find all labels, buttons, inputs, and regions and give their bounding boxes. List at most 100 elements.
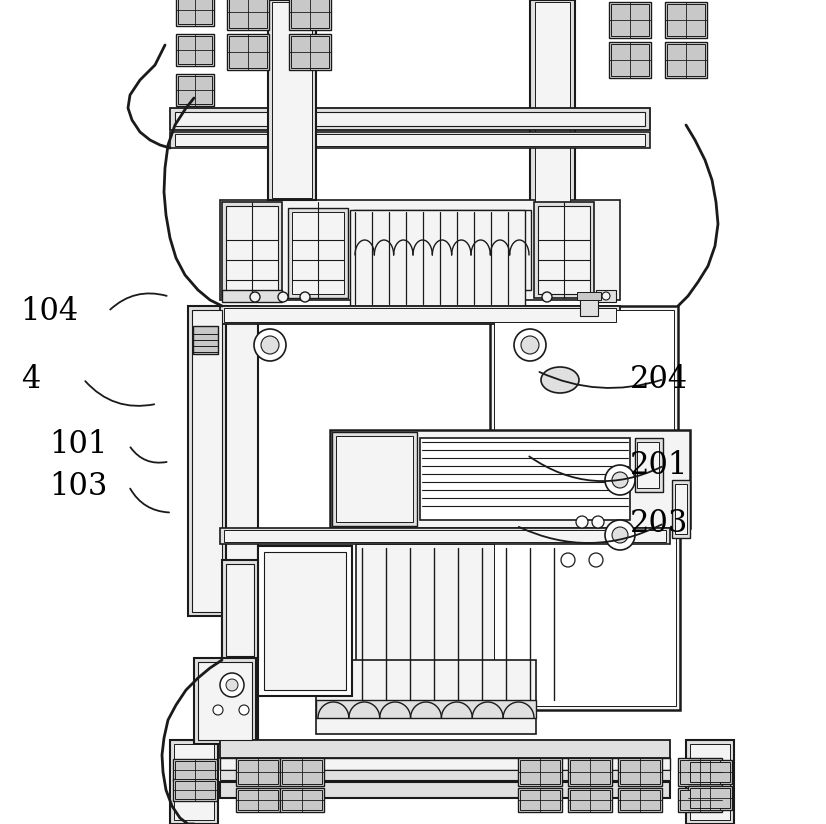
Bar [332,432,417,526]
Bar [220,770,670,780]
Bar [620,760,660,784]
Bar [220,740,670,758]
Text: 101: 101 [50,429,108,461]
Bar [609,42,651,78]
Bar [356,544,574,704]
Bar [170,108,650,130]
Circle shape [612,527,628,543]
Bar [686,740,734,824]
Bar [170,754,218,770]
Text: 104: 104 [21,296,78,327]
Circle shape [220,673,244,697]
Bar [494,444,676,706]
Bar [193,326,218,354]
Bar [226,206,278,294]
Bar [316,700,536,718]
Circle shape [250,292,260,302]
Circle shape [521,336,539,354]
Bar [688,760,732,784]
Bar [618,788,662,812]
Circle shape [605,465,635,495]
Bar [570,790,610,810]
Bar [637,442,659,488]
Bar [288,208,348,298]
Circle shape [605,520,635,550]
Bar [535,2,570,238]
FancyArrowPatch shape [131,489,169,513]
Bar [175,761,215,779]
Bar [690,788,730,808]
Bar [229,0,267,28]
Bar [175,112,645,126]
Bar [680,760,720,784]
Bar [222,290,282,302]
Bar [229,36,267,68]
Circle shape [542,292,552,302]
Bar [272,2,312,198]
Circle shape [261,336,279,354]
Bar [198,662,252,740]
Bar [611,4,649,36]
Bar [678,788,722,812]
Bar [174,744,214,820]
Bar [272,758,304,770]
Bar [224,530,666,542]
Bar [609,2,651,38]
FancyArrowPatch shape [519,525,662,543]
Bar [280,758,324,786]
Bar [173,759,217,781]
Bar [520,790,560,810]
Circle shape [226,679,238,691]
Bar [667,44,705,76]
Bar [226,564,254,656]
Circle shape [576,516,588,528]
Bar [520,760,560,784]
Bar [618,758,662,786]
Bar [227,34,269,70]
Bar [577,292,601,300]
Text: 4: 4 [21,363,40,395]
Bar [175,134,645,146]
FancyArrowPatch shape [110,293,167,310]
Bar [292,212,344,294]
Circle shape [239,705,249,715]
Circle shape [602,292,610,300]
Circle shape [592,516,604,528]
Bar [665,42,707,78]
FancyArrowPatch shape [539,372,662,388]
Bar [490,306,678,436]
Bar [690,762,730,782]
Bar [291,0,329,28]
Bar [680,790,720,810]
Bar [580,296,598,316]
Bar [178,0,212,24]
Bar [690,744,730,820]
Circle shape [589,553,603,567]
Circle shape [561,553,575,567]
Bar [178,76,212,104]
Bar [635,438,663,492]
Bar [178,36,212,64]
Bar [188,306,226,616]
Circle shape [213,705,223,715]
Bar [170,132,650,148]
Text: 201: 201 [629,450,688,481]
Bar [568,788,612,812]
Bar [222,202,282,298]
Bar [350,210,525,306]
Bar [667,4,705,36]
Text: 203: 203 [629,508,688,539]
Text: 204: 204 [629,363,687,395]
FancyArrowPatch shape [131,447,167,463]
Bar [222,306,258,762]
FancyArrowPatch shape [529,456,662,481]
Bar [596,290,616,302]
Bar [282,760,322,784]
Bar [420,438,630,520]
Circle shape [254,329,286,361]
Bar [570,760,610,784]
Bar [490,440,680,710]
Bar [173,779,217,801]
Ellipse shape [541,367,579,393]
Bar [258,546,352,696]
